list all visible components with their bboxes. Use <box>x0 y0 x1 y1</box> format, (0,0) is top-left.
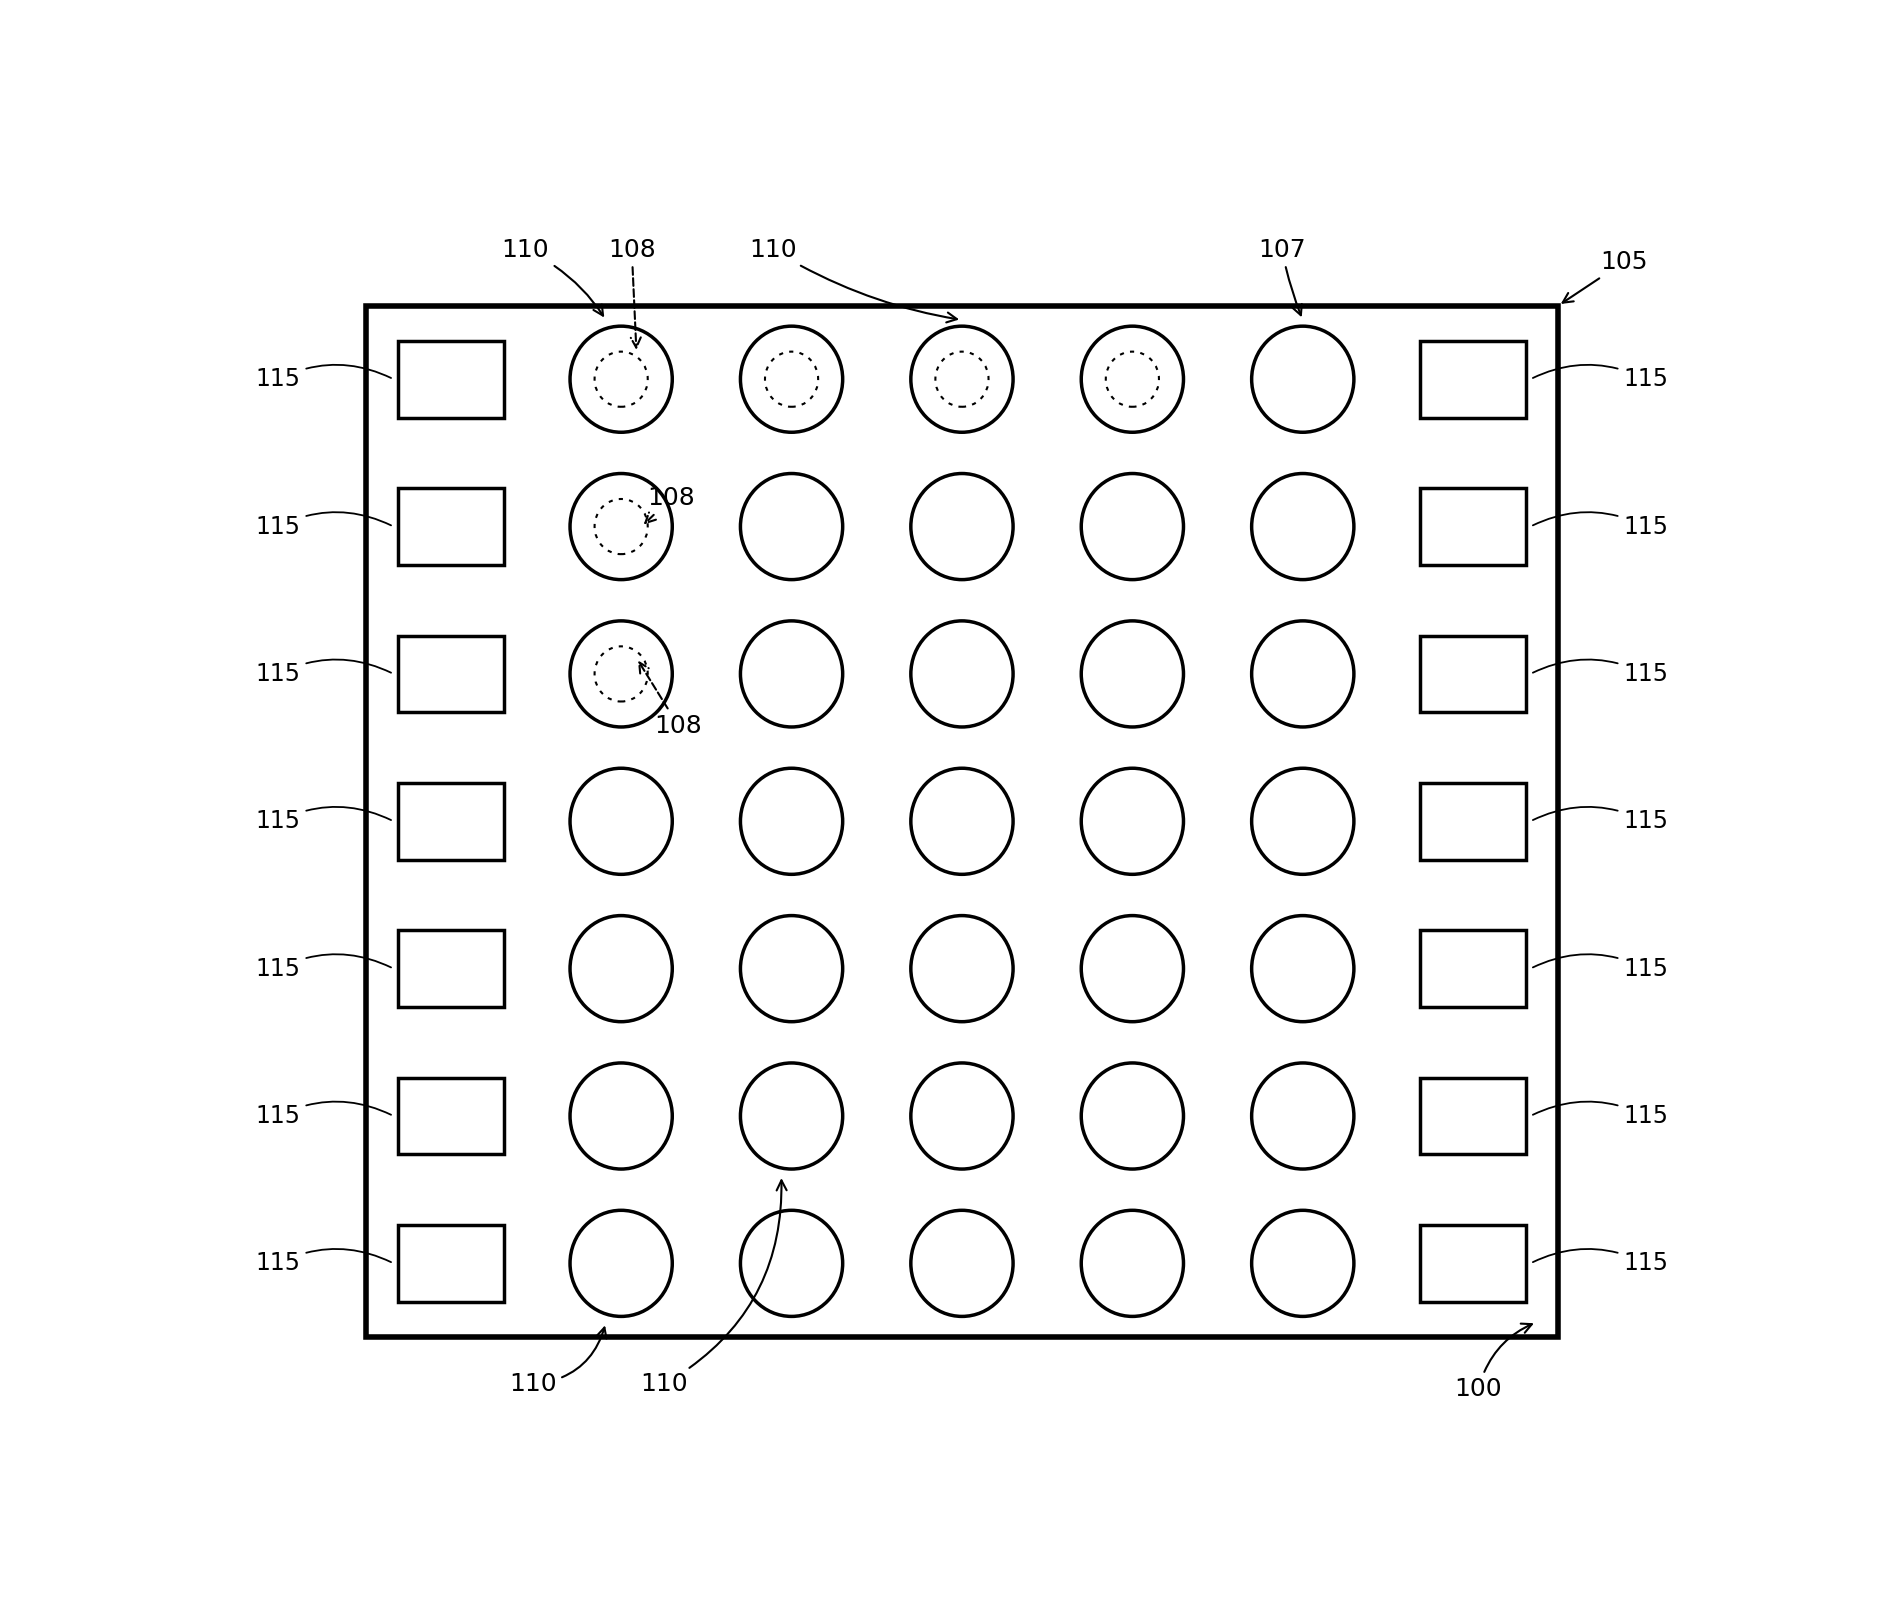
Ellipse shape <box>766 352 818 407</box>
Ellipse shape <box>740 915 843 1022</box>
Text: 115: 115 <box>1534 1249 1669 1275</box>
Ellipse shape <box>571 1210 672 1317</box>
Bar <box>1421 930 1526 1007</box>
Ellipse shape <box>571 326 672 433</box>
Text: 110: 110 <box>509 1328 606 1396</box>
Bar <box>1421 1225 1526 1301</box>
Ellipse shape <box>571 473 672 579</box>
Ellipse shape <box>595 352 648 407</box>
Bar <box>1421 1078 1526 1154</box>
Bar <box>1421 783 1526 860</box>
Ellipse shape <box>1252 326 1353 433</box>
Ellipse shape <box>740 326 843 433</box>
Text: 110: 110 <box>640 1180 786 1396</box>
Bar <box>398 636 503 712</box>
Ellipse shape <box>910 326 1014 433</box>
Ellipse shape <box>571 915 672 1022</box>
Bar <box>398 341 503 418</box>
Ellipse shape <box>1252 473 1353 579</box>
Bar <box>366 305 1558 1336</box>
Ellipse shape <box>740 768 843 875</box>
Ellipse shape <box>1081 1210 1184 1317</box>
Text: 105: 105 <box>1564 250 1648 303</box>
Text: 115: 115 <box>255 1249 390 1275</box>
Bar <box>1421 341 1526 418</box>
Ellipse shape <box>910 915 1014 1022</box>
Ellipse shape <box>595 499 648 554</box>
Ellipse shape <box>1081 473 1184 579</box>
Ellipse shape <box>740 1210 843 1317</box>
Text: 100: 100 <box>1455 1323 1532 1401</box>
Ellipse shape <box>1106 352 1158 407</box>
Text: 115: 115 <box>1534 660 1669 686</box>
Text: 110: 110 <box>749 237 957 323</box>
Text: 115: 115 <box>1534 807 1669 833</box>
Ellipse shape <box>910 768 1014 875</box>
Ellipse shape <box>1252 1210 1353 1317</box>
Text: 115: 115 <box>1534 365 1669 391</box>
Text: 115: 115 <box>1534 512 1669 539</box>
Ellipse shape <box>740 473 843 579</box>
Ellipse shape <box>1081 1064 1184 1169</box>
Bar <box>398 930 503 1007</box>
Ellipse shape <box>910 621 1014 726</box>
Ellipse shape <box>935 352 989 407</box>
Ellipse shape <box>1252 915 1353 1022</box>
Ellipse shape <box>740 621 843 726</box>
Text: 108: 108 <box>640 662 702 738</box>
Ellipse shape <box>571 1064 672 1169</box>
Bar <box>1421 489 1526 565</box>
Ellipse shape <box>571 621 672 726</box>
Text: 108: 108 <box>646 486 694 523</box>
Ellipse shape <box>571 768 672 875</box>
Ellipse shape <box>1081 915 1184 1022</box>
Text: 115: 115 <box>255 954 390 981</box>
Bar <box>398 783 503 860</box>
Text: 108: 108 <box>608 237 655 347</box>
Bar <box>398 1078 503 1154</box>
Ellipse shape <box>1081 621 1184 726</box>
Ellipse shape <box>910 1064 1014 1169</box>
Text: 115: 115 <box>1534 954 1669 981</box>
Bar <box>398 1225 503 1301</box>
Ellipse shape <box>1252 1064 1353 1169</box>
Bar <box>1421 636 1526 712</box>
Ellipse shape <box>1252 621 1353 726</box>
Text: 115: 115 <box>255 365 390 391</box>
Bar <box>398 489 503 565</box>
Text: 115: 115 <box>1534 1102 1669 1128</box>
Text: 115: 115 <box>255 807 390 833</box>
Ellipse shape <box>910 473 1014 579</box>
Ellipse shape <box>910 1210 1014 1317</box>
Text: 110: 110 <box>501 237 603 316</box>
Ellipse shape <box>1081 326 1184 433</box>
Ellipse shape <box>1252 768 1353 875</box>
Text: 115: 115 <box>255 1102 390 1128</box>
Ellipse shape <box>1081 768 1184 875</box>
Text: 115: 115 <box>255 660 390 686</box>
Text: 115: 115 <box>255 512 390 539</box>
Text: 107: 107 <box>1258 237 1306 315</box>
Ellipse shape <box>595 646 648 702</box>
Ellipse shape <box>740 1064 843 1169</box>
